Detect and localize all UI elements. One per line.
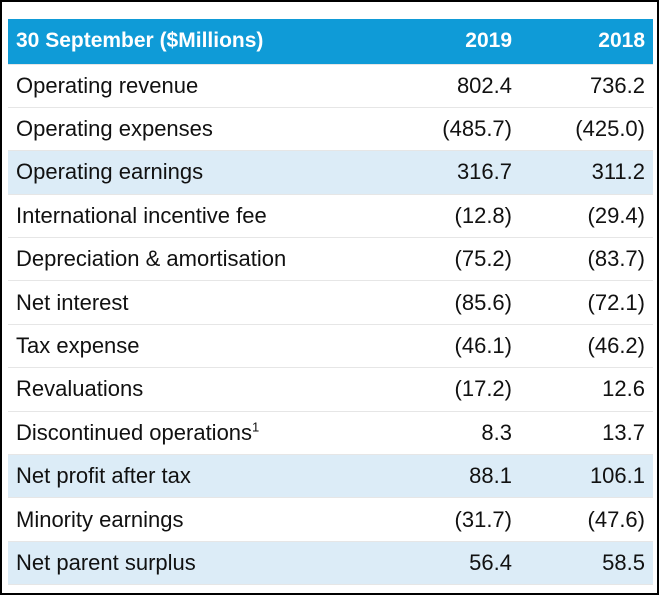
value-2018: 106.1 (589, 463, 645, 489)
value-2019: 88.1 (469, 463, 512, 489)
value-2019: (31.7) (454, 506, 512, 532)
row-label: Tax expense (16, 333, 140, 359)
value-2019: 8.3 (481, 419, 512, 445)
row-label-cell: Net parent surplus (8, 541, 418, 584)
value-2018: (72.1) (587, 289, 645, 315)
row-label-cell: Net interest (8, 281, 418, 324)
value-2019: (12.8) (454, 202, 512, 228)
footnote-marker: 1 (252, 419, 260, 435)
value-2019: 802.4 (456, 72, 512, 98)
row-label: Net profit after tax (16, 463, 191, 489)
row-label: Minority earnings (16, 506, 184, 532)
row-label-cell: Operating earnings (8, 151, 418, 194)
table-row: Net parent surplus 56.4 58.5 (8, 541, 653, 585)
row-label-cell: Depreciation & amortisation (8, 238, 418, 281)
value-2018: (46.2) (587, 333, 645, 359)
financial-summary-table: 30 September ($Millions) 2019 2018 Opera… (8, 19, 653, 585)
table-body: Operating revenue 802.4 736.2 Operating exp… (8, 64, 653, 585)
value-2019: (485.7) (442, 116, 512, 142)
row-label-cell: International incentive fee (8, 194, 418, 237)
value-2018: (29.4) (587, 202, 645, 228)
row-label: Depreciation & amortisation (16, 246, 287, 272)
row-label-cell: Revaluations (8, 368, 418, 411)
table-row: Minority earnings (31.7) (47.6) (8, 497, 653, 541)
table-row: Revaluations (17.2) 12.6 (8, 367, 653, 411)
row-label: Net interest (16, 289, 129, 315)
row-label: Net parent surplus (16, 549, 196, 575)
value-2018: 12.6 (602, 376, 645, 402)
table-row: Operating expenses (485.7) (425.0) (8, 107, 653, 150)
table-row: Depreciation & amortisation (75.2) (83.7) (8, 237, 653, 281)
value-2018: 58.5 (602, 549, 645, 575)
value-2019: (75.2) (454, 246, 512, 272)
value-2018: 13.7 (602, 419, 645, 445)
row-label: Operating revenue (16, 72, 199, 98)
value-2019: 316.7 (456, 159, 512, 185)
value-2019: (17.2) (454, 376, 512, 402)
row-label: Operating earnings (16, 159, 204, 185)
row-label: Operating expenses (16, 116, 213, 142)
row-label: International incentive fee (16, 202, 267, 228)
row-label-cell: Tax expense (8, 324, 418, 367)
value-2018: (47.6) (587, 506, 645, 532)
table-row: Tax expense (46.1) (46.2) (8, 324, 653, 367)
table-row: Operating revenue 802.4 736.2 (8, 64, 653, 107)
row-label-cell: Minority earnings (8, 498, 418, 541)
row-label: Discontinued operations (16, 419, 253, 445)
value-2019: 56.4 (469, 549, 512, 575)
value-2018: 736.2 (589, 72, 645, 98)
table-row: Net interest (85.6) (72.1) (8, 280, 653, 324)
value-2018: (425.0) (575, 116, 645, 142)
row-label: Revaluations (16, 376, 144, 402)
header-year-2019: 2019 (465, 29, 512, 53)
table-row: Discontinued operations1 8.3 13.7 (8, 411, 653, 454)
row-label-cell: Net profit after tax (8, 455, 418, 498)
row-label-cell: Operating expenses (8, 107, 418, 150)
row-label-cell: Operating revenue (8, 64, 418, 107)
table-row: Operating earnings 316.7 311.2 (8, 150, 653, 195)
table-row: International incentive fee (12.8) (29.4) (8, 194, 653, 237)
header-period-label: 30 September ($Millions) (16, 29, 264, 53)
value-2019: (46.1) (454, 333, 512, 359)
table-header-row: 30 September ($Millions) 2019 2018 (8, 19, 653, 64)
value-2018: (83.7) (587, 246, 645, 272)
header-year-2018: 2018 (598, 29, 645, 53)
value-2019: (85.6) (454, 289, 512, 315)
row-label-cell: Discontinued operations1 (8, 411, 418, 454)
table-row: Net profit after tax 88.1 106.1 (8, 454, 653, 498)
value-2018: 311.2 (591, 159, 645, 185)
